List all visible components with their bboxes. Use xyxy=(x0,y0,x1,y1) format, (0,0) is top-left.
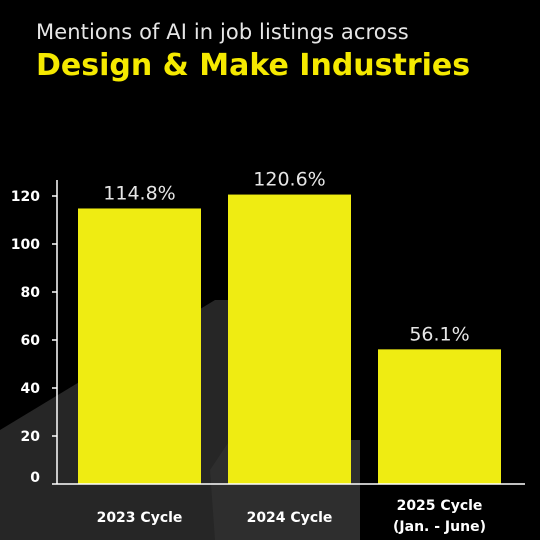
x-tick-label: (Jan. - June) xyxy=(393,519,486,535)
y-tick-label: 120 xyxy=(11,189,40,205)
x-tick-label: 2025 Cycle xyxy=(397,498,483,514)
y-tick-label: 20 xyxy=(21,429,41,445)
data-label-1: 114.8% xyxy=(103,182,175,204)
bar-3 xyxy=(378,349,501,484)
x-tick-label: 2024 Cycle xyxy=(247,510,333,526)
data-label-2: 120.6% xyxy=(253,169,325,191)
bar-2 xyxy=(228,194,351,484)
y-tick-label: 0 xyxy=(30,470,40,486)
y-tick-label: 60 xyxy=(21,333,41,349)
chart-title: Design & Make Industries xyxy=(36,48,471,83)
y-tick-label: 100 xyxy=(11,237,40,253)
bar-1 xyxy=(78,208,201,485)
x-tick-label: 2023 Cycle xyxy=(97,510,183,526)
chart-subtitle: Mentions of AI in job listings across xyxy=(36,20,409,44)
data-label-3: 56.1% xyxy=(409,323,469,345)
y-tick-label: 80 xyxy=(21,285,41,301)
y-tick-label: 40 xyxy=(21,381,41,397)
